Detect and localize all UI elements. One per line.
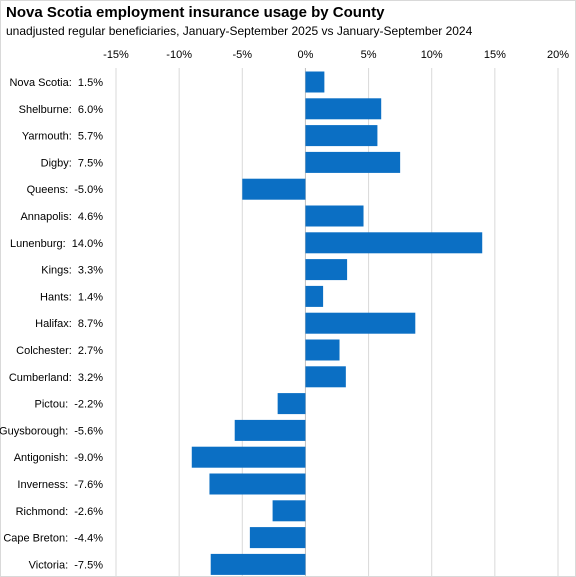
x-tick-label: 15% — [484, 49, 506, 61]
x-tick-label: -10% — [166, 49, 192, 61]
bar — [305, 339, 340, 361]
bar — [305, 285, 324, 307]
bar — [209, 473, 306, 495]
category-label: Queens: -5.0% — [27, 184, 104, 196]
x-axis-ticks: -15% -10% -5% 0% 5% 10% 15% 20% — [103, 49, 569, 61]
category-label: Lunenburg: 14.0% — [10, 238, 103, 250]
bar — [234, 419, 306, 441]
category-label: Colchester: 2.7% — [16, 345, 103, 357]
category-label: Cumberland: 3.2% — [9, 372, 103, 384]
bar — [305, 259, 348, 281]
bar — [191, 446, 306, 468]
category-label: Annapolis: 4.6% — [20, 211, 103, 223]
category-label: Nova Scotia: 1.5% — [9, 77, 103, 89]
category-label: Shelburne: 6.0% — [19, 104, 104, 116]
bar — [277, 393, 306, 415]
bar — [305, 312, 416, 334]
x-tick-label: 20% — [547, 49, 569, 61]
bar — [305, 125, 378, 147]
bars — [191, 71, 483, 575]
category-label: Cape Breton: -4.4% — [3, 533, 103, 545]
category-label: Pictou: -2.2% — [35, 399, 104, 411]
chart-subtitle: unadjusted regular beneficiaries, Januar… — [6, 24, 473, 38]
bar — [305, 151, 401, 173]
category-label: Hants: 1.4% — [40, 291, 103, 303]
x-tick-label: -5% — [233, 49, 253, 61]
category-label: Antigonish: -9.0% — [14, 452, 103, 464]
category-label: Victoria: -7.5% — [29, 559, 104, 571]
x-tick-label: 5% — [361, 49, 377, 61]
category-label: Kings: 3.3% — [41, 265, 103, 277]
bar — [305, 71, 325, 93]
category-labels: Nova Scotia: 1.5% Shelburne: 6.0% Yarmouth… — [0, 77, 103, 571]
category-label: Inverness: -7.6% — [17, 479, 103, 491]
category-label: Guysborough: -5.6% — [0, 425, 103, 437]
bar — [305, 205, 364, 227]
bar — [249, 527, 306, 549]
x-tick-label: -15% — [103, 49, 129, 61]
bar — [305, 366, 346, 388]
category-label: Yarmouth: 5.7% — [22, 131, 103, 143]
bar — [210, 553, 306, 575]
category-label: Richmond: -2.6% — [16, 506, 104, 518]
x-tick-label: 10% — [421, 49, 443, 61]
bar — [242, 178, 306, 200]
category-label: Digby: 7.5% — [41, 157, 104, 169]
bar — [272, 500, 306, 522]
x-tick-label: 0% — [297, 49, 313, 61]
bar — [305, 98, 382, 120]
chart-title: Nova Scotia employment insurance usage b… — [6, 4, 385, 21]
bar — [305, 232, 483, 254]
category-label: Halifax: 8.7% — [35, 318, 103, 330]
